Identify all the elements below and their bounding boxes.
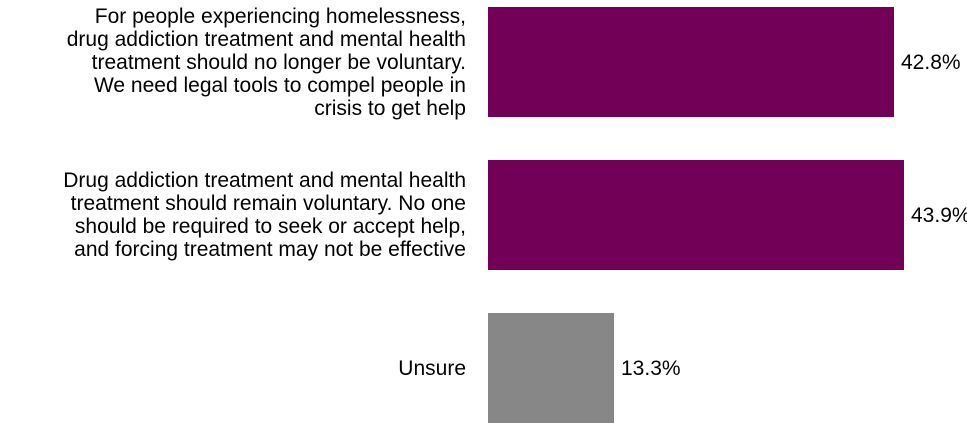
value-label-1: 42.8% (901, 51, 961, 74)
category-label-2: Drug addiction treatment and mental heal… (63, 169, 466, 261)
value-label-2: 43.9% (911, 204, 967, 227)
category-label-3: Unsure (398, 357, 466, 380)
bar-2 (488, 160, 904, 270)
bar-3 (488, 313, 614, 423)
category-label-1: For people experiencing homelessness, dr… (66, 5, 466, 120)
bar-1 (488, 7, 894, 117)
value-label-3: 13.3% (621, 357, 681, 380)
